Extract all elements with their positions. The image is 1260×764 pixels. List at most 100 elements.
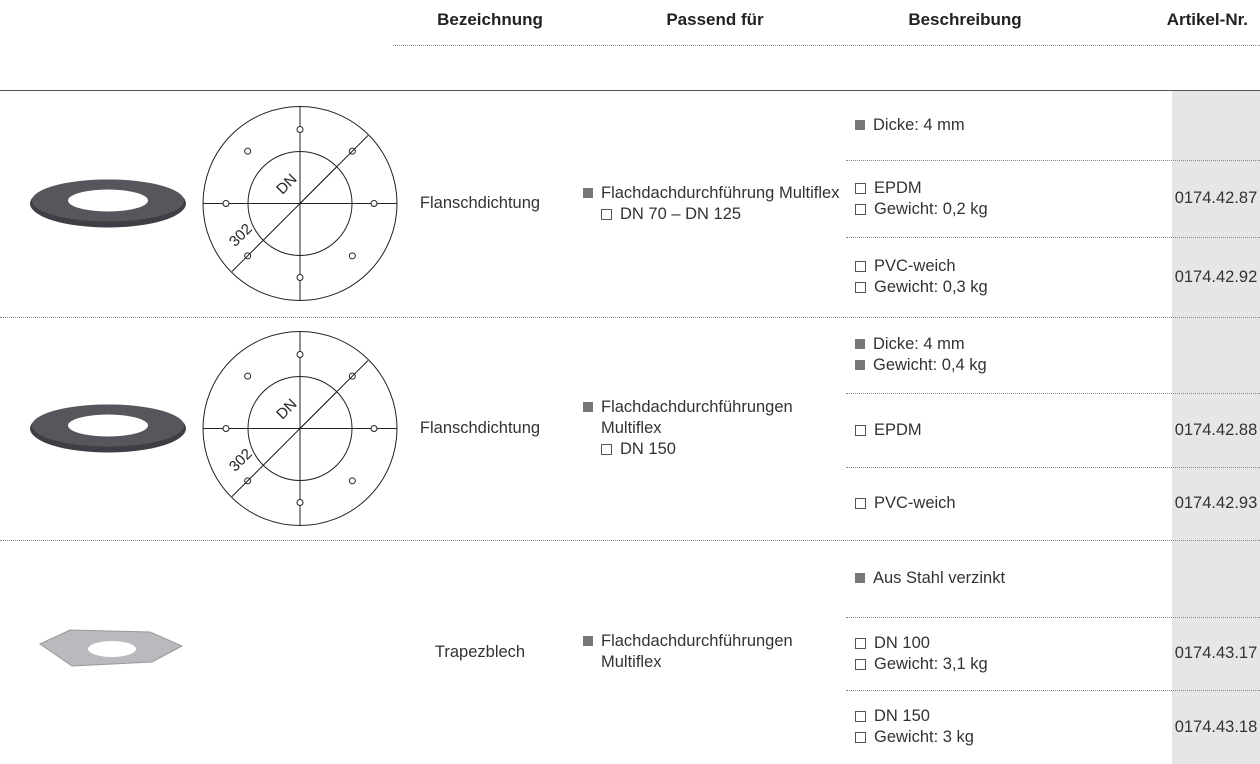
article-number: 0174.43.18 (1174, 717, 1258, 736)
variant: DN 100 Gewicht: 3,1 kg (855, 617, 1155, 690)
text: Gewicht: 0,3 kg (874, 278, 988, 296)
sub-bullet (855, 282, 866, 293)
hole (296, 351, 304, 358)
text: PVC-weich (874, 494, 956, 512)
hole (296, 499, 304, 506)
row-rule (0, 317, 1260, 318)
bullet-line: Flachdachdurchführungen Multiflex (583, 631, 845, 673)
text: EPDM (874, 420, 922, 439)
bullet (855, 119, 865, 130)
bullet-line: Gewicht: 0,2 kg (855, 199, 1155, 220)
article-number: 0174.42.93 (1174, 494, 1258, 512)
sub-rule (846, 467, 1260, 468)
bullet-line: EPDM (855, 178, 1155, 199)
bullet-line: DN 150 (601, 439, 845, 460)
bullet-line: Gewicht: 0,3 kg (855, 277, 1155, 298)
hole (296, 274, 304, 281)
article-number: 0174.42.92 (1174, 267, 1258, 286)
bullet-line: Gewicht: 3,1 kg (855, 654, 1155, 675)
general: Aus Stahl verzinkt (855, 540, 1155, 617)
text: EPDM (874, 178, 922, 197)
text: DN 70 – DN 125 (620, 204, 742, 223)
hole (370, 425, 378, 432)
text: DN 150 (874, 707, 930, 725)
hole (370, 200, 378, 207)
drawing-label: 302 (226, 220, 256, 250)
text: Gewicht: 3,1 kg (874, 654, 988, 673)
bullet-line: DN 70 – DN 125 (601, 204, 845, 225)
table-rule (0, 90, 1260, 91)
hole (348, 252, 356, 260)
hole (244, 372, 252, 380)
sub-rule (846, 617, 1260, 618)
article-number: 0174.42.87 (1174, 189, 1258, 207)
dim-outer (299, 135, 369, 204)
header-rule (393, 45, 1260, 46)
dim-outer (231, 203, 301, 272)
bullet (855, 573, 865, 583)
bullet-line: Flachdachdurchführungen Multiflex (583, 397, 845, 439)
plate-hole (88, 641, 136, 657)
text: Flachdachdurchführungen Multiflex (601, 632, 793, 671)
designation: Trapezblech (434, 642, 526, 661)
text: Gewicht: 3 kg (874, 728, 974, 746)
bullet-line: Gewicht: 3 kg (855, 727, 1155, 748)
sub-rule (846, 160, 1260, 161)
bullet-line: Gewicht: 0,4 kg (855, 355, 1155, 376)
column-header: Beschreibung (908, 10, 1022, 29)
fits-sub: DN 150 (583, 439, 845, 460)
designation: Flanschdichtung (419, 419, 541, 437)
sub-bullet (855, 658, 866, 670)
dim-outer (231, 428, 301, 497)
column-header: Bezeichnung (437, 10, 543, 29)
variant: DN 150 Gewicht: 3 kg (855, 690, 1155, 764)
bullet-line: Dicke: 4 mm (855, 334, 1155, 355)
gasket-hole (68, 414, 148, 437)
sub-bullet (855, 711, 866, 722)
sub-bullet (855, 424, 866, 436)
variant: PVC-weich Gewicht: 0,3 kg (855, 237, 1155, 317)
column-header: Passend für (666, 10, 764, 29)
hole (244, 147, 252, 155)
row-rule (0, 540, 1260, 541)
general: Dicke: 4 mm Gewicht: 0,4 kg (855, 317, 1155, 393)
variant: PVC-weich (855, 467, 1155, 540)
sub-bullet (855, 732, 866, 743)
text: Gewicht: 0,2 kg (874, 199, 988, 218)
hole (348, 477, 356, 485)
bullet-line: PVC-weich (855, 256, 1155, 277)
variant: EPDM (855, 393, 1155, 467)
sub-bullet (855, 637, 866, 649)
sub-rule (846, 393, 1260, 394)
drawing-label: 302 (226, 445, 256, 475)
bullet-line: Aus Stahl verzinkt (855, 568, 1155, 589)
fits: Flachdachdurchführungen Multiflex (583, 540, 845, 764)
sub-rule (846, 237, 1260, 238)
drawing-label: DN (273, 171, 300, 198)
bullet-line: EPDM (855, 420, 1155, 441)
fits: Flachdachdurchführungen Multiflex DN 150 (583, 317, 845, 540)
hole (222, 200, 230, 207)
text: Dicke: 4 mm (873, 335, 965, 353)
hole (222, 425, 230, 432)
column-header: Artikel-Nr. (1166, 10, 1248, 29)
fits: Flachdachdurchführung Multiflex DN 70 – D… (583, 90, 845, 317)
sub-bullet (601, 444, 612, 455)
text: Gewicht: 0,4 kg (873, 356, 987, 374)
sub-bullet (855, 203, 866, 215)
text: Flachdachdurchführung Multiflex (601, 183, 840, 202)
text: DN 150 (620, 440, 676, 458)
article-number: 0174.43.17 (1174, 644, 1258, 662)
bullet-line: PVC-weich (855, 493, 1155, 514)
sub-bullet (601, 208, 612, 220)
bullet (583, 187, 593, 198)
text: Dicke: 4 mm (873, 115, 965, 134)
dim-outer (299, 360, 369, 429)
general: Dicke: 4 mm (855, 90, 1155, 160)
text: Aus Stahl verzinkt (873, 569, 1006, 587)
bullet-line: DN 100 (855, 633, 1155, 654)
text: DN 100 (874, 633, 930, 652)
hole (296, 126, 304, 133)
